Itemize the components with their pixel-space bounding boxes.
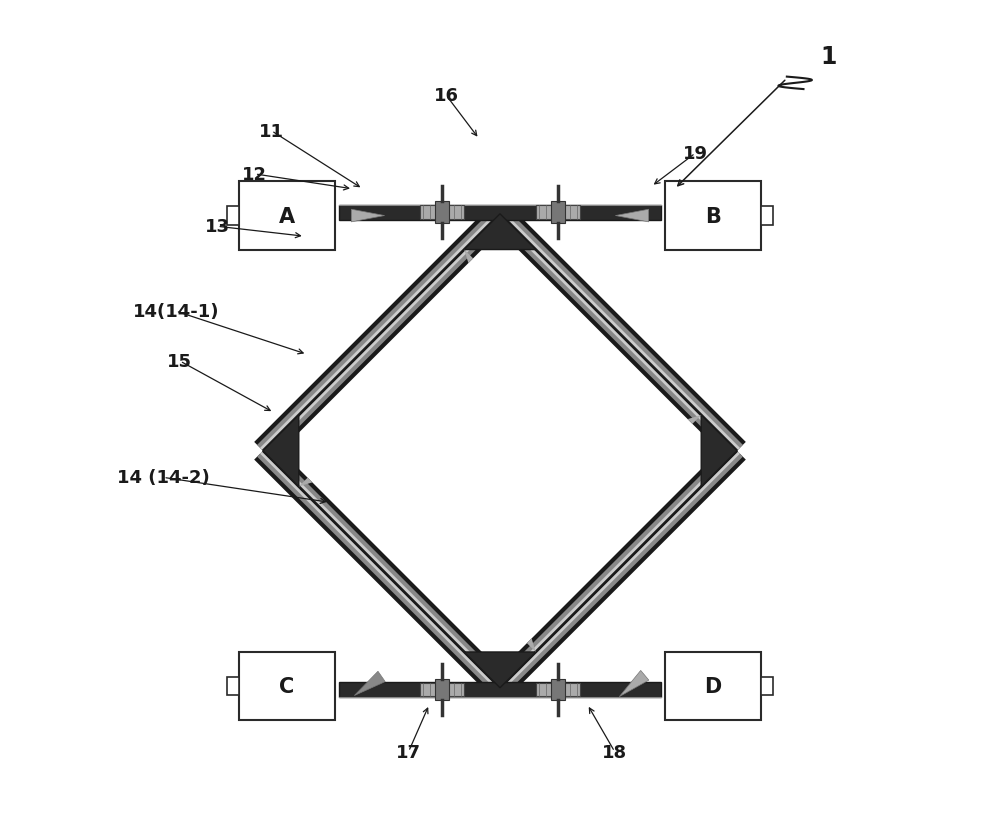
Polygon shape [263, 215, 737, 688]
Polygon shape [464, 215, 536, 250]
Text: 15: 15 [167, 353, 192, 370]
Text: 17: 17 [396, 743, 421, 761]
Polygon shape [619, 670, 649, 697]
Text: D: D [704, 676, 722, 696]
Bar [339, 682, 661, 697]
Bar [665, 182, 761, 250]
Bar [239, 182, 335, 250]
Polygon shape [615, 210, 649, 222]
Polygon shape [688, 415, 701, 425]
Polygon shape [263, 415, 299, 487]
Bar [665, 652, 761, 720]
Polygon shape [464, 250, 473, 263]
Bar [339, 206, 661, 221]
Text: C: C [279, 676, 295, 696]
Bar [239, 652, 335, 720]
Bar [536, 683, 580, 696]
Text: 13: 13 [205, 218, 230, 236]
Bar [420, 206, 464, 220]
Polygon shape [351, 210, 385, 222]
Text: 12: 12 [242, 166, 267, 184]
Text: A: A [279, 206, 295, 227]
Text: 1: 1 [820, 45, 837, 69]
Polygon shape [464, 652, 536, 688]
Text: 14(14-1): 14(14-1) [132, 303, 219, 321]
Polygon shape [701, 415, 737, 487]
Bar [420, 683, 464, 696]
Text: 14 (14-2): 14 (14-2) [117, 469, 210, 487]
Bar [227, 677, 239, 696]
Polygon shape [354, 671, 385, 696]
Polygon shape [299, 478, 312, 487]
Bar [551, 202, 565, 224]
Text: 19: 19 [683, 145, 708, 163]
Text: 18: 18 [602, 743, 627, 761]
Bar [435, 679, 449, 701]
Bar [761, 677, 773, 696]
Bar [227, 207, 239, 226]
Text: 11: 11 [259, 123, 284, 140]
Bar [551, 679, 565, 701]
Text: 16: 16 [433, 87, 458, 104]
Bar [761, 207, 773, 226]
Polygon shape [527, 639, 536, 652]
Bar [536, 206, 580, 220]
Bar [435, 202, 449, 224]
Text: B: B [705, 206, 721, 227]
